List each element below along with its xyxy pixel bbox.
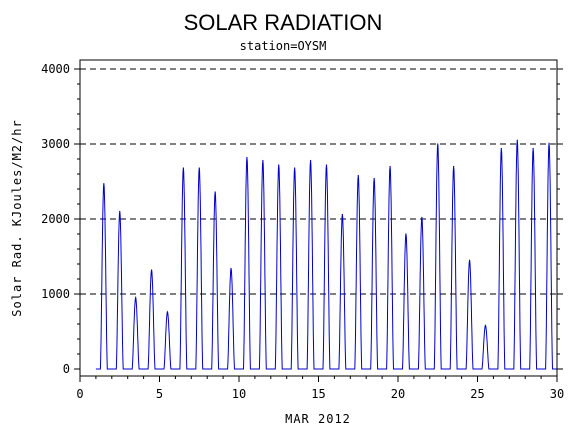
data-point: [357, 174, 359, 177]
chart-title: SOLAR RADIATION: [184, 10, 383, 35]
data-point: [500, 147, 502, 150]
y-tick-label: 0: [63, 362, 70, 376]
series-group: [95, 139, 557, 370]
data-point: [548, 142, 550, 144]
data-point: [309, 159, 312, 162]
data-point: [516, 139, 518, 141]
data-point: [453, 165, 455, 168]
data-point: [341, 213, 343, 216]
data-point: [119, 210, 121, 213]
data-point: [421, 216, 423, 219]
x-tick-label: 10: [232, 387, 246, 401]
data-point: [135, 297, 137, 299]
x-tick-label: 30: [550, 387, 564, 401]
data-point: [246, 156, 248, 159]
y-tick-label: 2000: [41, 212, 70, 226]
x-tick-label: 20: [391, 387, 405, 401]
data-point: [182, 167, 184, 169]
y-axis-label: Solar Rad. KJoules/M2/hr: [10, 119, 24, 316]
data-point: [484, 324, 487, 327]
plot-frame: [79, 59, 558, 377]
data-point: [325, 164, 328, 166]
data-point: [437, 143, 439, 145]
data-point: [468, 259, 471, 261]
y-tick-label: 1000: [41, 287, 70, 301]
data-point: [532, 147, 534, 150]
x-axis: 0 5 10 15 20 25 30: [76, 376, 564, 401]
data-point: [103, 183, 105, 185]
data-point: [214, 191, 216, 193]
y-axis: 0 1000 2000 3000 4000: [41, 62, 563, 376]
data-point: [373, 177, 375, 180]
y-tick-label: 3000: [41, 137, 70, 151]
x-tick-label: 5: [156, 387, 163, 401]
data-point: [389, 165, 391, 168]
data-point: [150, 269, 153, 271]
data-point: [166, 311, 169, 313]
x-tick-label: 0: [76, 387, 83, 401]
x-axis-label: MAR 2012: [285, 412, 351, 426]
data-point: [405, 233, 407, 235]
y-tick-label: 4000: [41, 62, 70, 76]
data-point: [278, 164, 280, 166]
x-tick-label: 15: [311, 387, 325, 401]
gridlines: [80, 68, 557, 295]
data-point: [230, 267, 232, 270]
data-point: [294, 167, 296, 169]
chart-subtitle: station=OYSM: [240, 39, 327, 53]
x-tick-label: 25: [470, 387, 484, 401]
data-point: [262, 159, 264, 162]
series-line: [95, 140, 557, 370]
data-point: [198, 167, 200, 169]
